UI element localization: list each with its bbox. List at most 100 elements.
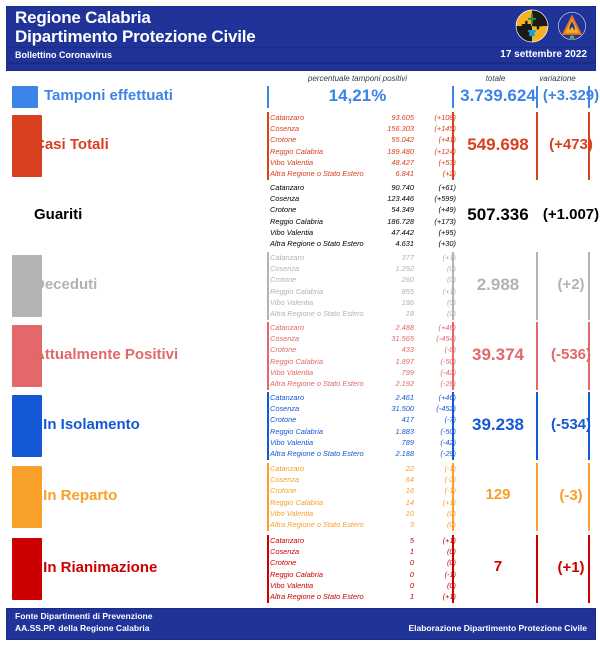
detail-row: Altra Regione o Stato Estero 2.192 (-28) bbox=[270, 378, 456, 389]
percent-positive-value: 14,21% bbox=[328, 86, 387, 105]
detail-row: Reggio Calabria 0 (-1) bbox=[270, 569, 456, 580]
total-guariti: 507.336 bbox=[467, 205, 529, 224]
detail-province-value: 123.446 bbox=[387, 194, 414, 204]
detail-province-value: 14 bbox=[405, 497, 414, 507]
row-deceduti: DecedutiCatanzaro377(+1)Cosenza1.292(0)C… bbox=[0, 252, 600, 320]
divider-end-casi-totali bbox=[588, 112, 590, 180]
detail-province-value: 433 bbox=[401, 345, 414, 355]
variation-attualmente-positivi: (-536) bbox=[550, 346, 591, 363]
detail-province-name: Reggio Calabria bbox=[270, 569, 323, 579]
detail-province-name: Vibo Valentia bbox=[270, 157, 314, 167]
detail-province-name: Catanzaro bbox=[270, 253, 305, 262]
divider-mid-attualmente-positivi bbox=[452, 322, 454, 390]
detail-row: Altra Regione o Stato Estero 4.631 (+30) bbox=[270, 238, 456, 249]
detail-province-name: Altra Regione o Stato Estero bbox=[270, 238, 364, 248]
header-divider-bar bbox=[6, 63, 596, 71]
footer-source-line-2: AA.SS.PP. della Regione Calabria bbox=[15, 623, 150, 633]
detail-list-in-rianimazione: Catanzaro5(+1)Cosenza1(0)Crotone0(0)Regg… bbox=[270, 535, 456, 602]
detail-list-in-reparto: Catanzaro 22 (-1) Cosenza 64 (-2) Crotone 16 (-1… bbox=[270, 463, 456, 530]
divider-mid-casi-totali bbox=[452, 112, 454, 180]
detail-province-name: Altra Regione o Stato Estero bbox=[270, 448, 364, 458]
detail-province-delta: (0) bbox=[418, 546, 456, 557]
detail-province-delta: (+46) bbox=[438, 393, 456, 402]
detail-province-name: Reggio Calabria bbox=[270, 216, 323, 226]
row-tamponi-effettuati: Tamponi effettuati 14,21% 3.739.624 (+3.329… bbox=[0, 84, 600, 110]
detail-row: Altra Regione o Stato Estero 6.841 (+2) bbox=[270, 168, 456, 179]
detail-row: Crotone 16 (-1) bbox=[270, 485, 456, 496]
detail-list-in-isolamento: Catanzaro 2.461 (+46) Cosenza 31.500 (-452) Cr… bbox=[270, 392, 456, 459]
detail-province-delta: (-28) bbox=[440, 378, 456, 388]
swatch-tamponi-effettuati bbox=[12, 86, 38, 108]
detail-province-value: 48.427 bbox=[391, 157, 414, 167]
detail-province-delta: (+124) bbox=[434, 146, 456, 156]
divider-end-in-rianimazione bbox=[588, 535, 590, 603]
divider-right-attualmente-positivi bbox=[536, 322, 538, 390]
detail-province-value: 1.883 bbox=[395, 426, 415, 436]
detail-province-delta: (-1) bbox=[444, 486, 457, 496]
divider-left-casi-totali bbox=[267, 112, 269, 180]
divider-end-tamponi-effettuati bbox=[588, 86, 590, 108]
detail-province-delta: (-452) bbox=[436, 404, 456, 414]
detail-province-value: 789 bbox=[401, 437, 414, 447]
detail-row: Vibo Valentia 48.427 (+53) bbox=[270, 157, 456, 168]
detail-province-delta: (0) bbox=[418, 297, 456, 308]
detail-row: Catanzaro 377 (+1) bbox=[270, 252, 456, 263]
detail-province-value: 16 bbox=[405, 486, 414, 496]
detail-province-value: 186.728 bbox=[387, 216, 414, 226]
detail-province-value: 64 bbox=[405, 475, 414, 485]
detail-row: Crotone 433 (-8) bbox=[270, 344, 456, 355]
detail-row: Cosenza 1.292(0) bbox=[270, 263, 456, 274]
variation-in-rianimazione: (+1) bbox=[557, 559, 585, 576]
detail-province-delta: (-50) bbox=[440, 356, 456, 366]
detail-province-delta: (+108) bbox=[434, 113, 456, 122]
detail-province-name: Cosenza bbox=[270, 194, 300, 204]
swatch-deceduti bbox=[12, 255, 42, 317]
detail-row: Catanzaro 90.740 (+61) bbox=[270, 182, 456, 193]
detail-province-delta: (-7) bbox=[444, 415, 457, 425]
detail-province-delta: (+95) bbox=[438, 227, 456, 237]
detail-row: Vibo Valentia 0 (0) bbox=[270, 580, 456, 591]
footer-banner: Fonte Dipartimenti di Prevenzione AA.SS.… bbox=[6, 608, 596, 640]
detail-province-delta: (+1) bbox=[442, 591, 456, 601]
detail-province-name: Vibo Valentia bbox=[270, 227, 314, 237]
detail-province-name: Reggio Calabria bbox=[270, 146, 323, 156]
divider-left-attualmente-positivi bbox=[267, 322, 269, 390]
variation-in-reparto: (-3) bbox=[559, 487, 583, 504]
swatch-in-isolamento bbox=[12, 395, 42, 457]
detail-row: Vibo Valentia 789 (-42) bbox=[270, 437, 456, 448]
total-casi-totali: 549.698 bbox=[467, 135, 529, 154]
divider-right-tamponi-effettuati bbox=[536, 86, 538, 108]
detail-row: Altra Regione o Stato Estero 2.188 (-29) bbox=[270, 448, 456, 459]
divider-left-tamponi-effettuati bbox=[267, 86, 269, 108]
detail-province-name: Crotone bbox=[270, 486, 297, 496]
detail-province-name: Vibo Valentia bbox=[270, 297, 314, 307]
detail-province-name: Altra Regione o Stato Estero bbox=[270, 519, 364, 529]
detail-province-name: Altra Regione o Stato Estero bbox=[270, 168, 364, 178]
detail-province-delta: (0) bbox=[418, 557, 456, 568]
detail-list-casi-totali: Catanzaro 93.605 (+108) Cosenza 156.303 (+145… bbox=[270, 112, 456, 179]
label-casi-totali: Casi Totali bbox=[34, 136, 109, 153]
divider-right-deceduti bbox=[536, 252, 538, 320]
detail-province-delta: (-454) bbox=[436, 334, 456, 344]
detail-province-value: 3 bbox=[409, 519, 414, 529]
total-in-rianimazione: 7 bbox=[493, 558, 503, 575]
header-banner: Regione Calabria Dipartimento Protezione… bbox=[6, 6, 596, 48]
label-in-rianimazione: - In Rianimazione bbox=[34, 559, 158, 576]
detail-list-attualmente-positivi: Catanzaro 2.488 (+46) Cosenza 31.565 (-454) Cr… bbox=[270, 322, 456, 389]
detail-province-value: 1 bbox=[409, 591, 414, 601]
page-title: Regione Calabria Dipartimento Protezione… bbox=[15, 8, 256, 46]
detail-province-delta: (-42) bbox=[440, 437, 456, 447]
detail-province-value: 189.480 bbox=[387, 146, 414, 156]
detail-province-value: 0 bbox=[409, 569, 414, 579]
detail-province-delta: (-42) bbox=[440, 367, 456, 377]
detail-province-value: 156.303 bbox=[387, 124, 414, 134]
detail-row: Catanzaro 22 (-1) bbox=[270, 463, 456, 474]
detail-province-name: Crotone bbox=[270, 345, 297, 355]
detail-province-delta: (-1) bbox=[444, 569, 457, 579]
variation-guariti: (+1.007) bbox=[542, 206, 600, 223]
row-in-rianimazione: - In Rianimazione Catanzaro 5 (+1) Cosenza 1 (… bbox=[0, 534, 600, 604]
detail-province-name: Crotone bbox=[270, 558, 297, 568]
detail-province-name: Altra Regione o Stato Estero bbox=[270, 378, 364, 388]
detail-row: Reggio Calabria 1.883 (-50) bbox=[270, 426, 456, 437]
detail-province-delta: (+2) bbox=[442, 168, 456, 178]
